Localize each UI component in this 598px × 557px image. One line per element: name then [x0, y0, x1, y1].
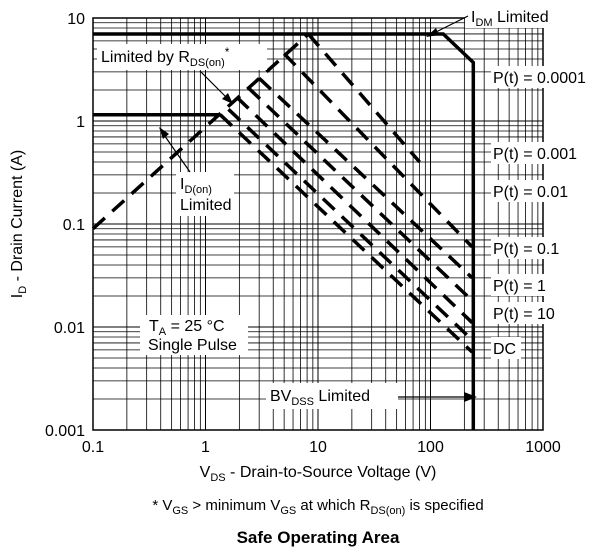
- idon-arrowhead: [159, 127, 169, 139]
- x-axis-label: VDS - Drain-to-Source Voltage (V): [200, 464, 437, 484]
- series-p-t-10: [227, 108, 474, 342]
- x-tick-label: 1: [201, 439, 210, 456]
- bv-arrowhead: [464, 392, 477, 402]
- series-dc: [219, 113, 474, 354]
- series-p-t-0-1: [247, 86, 474, 302]
- footnote: * VGS > minimum VGS at which RDS(on) is …: [152, 497, 483, 517]
- dc-label: DC: [493, 341, 516, 358]
- rds-label-bg: [97, 44, 267, 70]
- p1s-label: P(t) = 1: [493, 278, 546, 295]
- series-p-t-0-0001: [306, 32, 421, 164]
- bv-label: BVDSS Limited: [270, 388, 370, 408]
- x-tick-label: 100: [417, 439, 444, 456]
- series-p-t-1: [235, 96, 474, 324]
- p001-label: P(t) = 0.001: [493, 146, 577, 163]
- p1-label-bg: [491, 237, 563, 259]
- dc-label-bg: [491, 337, 521, 359]
- p01-label-bg: [491, 180, 573, 202]
- idon-label-line2: Limited: [180, 197, 232, 214]
- x-tick-label: 1000: [525, 439, 561, 456]
- p10-label: P(t) = 10: [493, 306, 555, 323]
- p001-label-bg: [491, 142, 595, 164]
- y-tick-label: 0.01: [54, 320, 85, 337]
- plot-frame: [92, 17, 544, 431]
- series-p-t-0-01: [258, 77, 474, 280]
- rds-label: Limited by RDS(on)*: [101, 45, 230, 69]
- curves: [91, 32, 476, 430]
- p1s-label-bg: [491, 274, 549, 296]
- y-axis-label: ID - Drain Current (A): [9, 150, 29, 298]
- p1-label: P(t) = 0.1: [493, 241, 559, 258]
- p01-label: P(t) = 0.01: [493, 184, 568, 201]
- annotations: IDM Limited Limited by RDS(on)* ID(on) L…: [97, 6, 596, 409]
- y-tick-label: 10: [67, 11, 85, 28]
- bv-label-bg: [266, 383, 398, 409]
- p0001-label: P(t) = 0.0001: [493, 70, 586, 87]
- series-idm-limited: [93, 32, 476, 430]
- idm-label-bg: [465, 6, 585, 28]
- tick-labels: 0.1 1 10 100 1000 10 1 0.1 0.01 0.001: [45, 11, 561, 456]
- ta-label-line2: Single Pulse: [148, 337, 237, 354]
- grid: [92, 18, 543, 431]
- y-tick-label: 0.1: [63, 217, 85, 234]
- y-tick-label: 1: [76, 114, 85, 131]
- y-tick-label: 0.001: [45, 423, 85, 440]
- idon-label: ID(on): [180, 176, 212, 196]
- p10-label-bg: [491, 302, 561, 324]
- ta-label-bg: [140, 315, 248, 355]
- idm-label: IDM Limited: [471, 9, 549, 29]
- chart-title: Safe Operating Area: [237, 528, 400, 547]
- x-tick-label: 0.1: [82, 439, 104, 456]
- p0001-label-bg: [491, 66, 596, 88]
- idm-arrowhead: [426, 28, 439, 37]
- series-p-t-0-001: [282, 52, 474, 249]
- x-tick-label: 10: [309, 439, 327, 456]
- series-limited-by-rds-on: [91, 32, 310, 230]
- idon-label-bg: [176, 172, 234, 216]
- ta-label: TA = 25 °C: [149, 318, 225, 338]
- idon-arrow: [161, 131, 191, 173]
- rds-arrowhead: [222, 93, 233, 104]
